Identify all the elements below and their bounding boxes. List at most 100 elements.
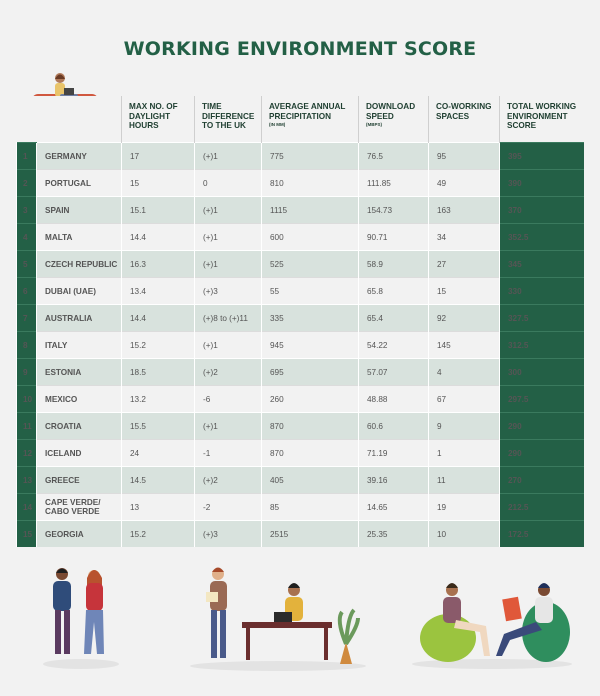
cell-download: 65.8 (358, 277, 429, 305)
cell-country: CROATIA (36, 412, 122, 440)
cell-total: 297.5 (499, 385, 584, 413)
cell-rank: 10 (16, 385, 37, 413)
table-header-row: MAX NO. OF DAYLIGHT HOURS TIME DIFFERENC… (16, 96, 584, 143)
cell-time-diff: (+)1 (194, 196, 262, 224)
cell-coworking: 49 (428, 169, 500, 197)
cell-precip: 260 (261, 385, 359, 413)
cell-time-diff: (+)2 (194, 466, 262, 494)
cell-daylight: 17 (121, 142, 195, 170)
cell-time-diff: (+)3 (194, 277, 262, 305)
cell-time-diff: -2 (194, 493, 262, 521)
cell-rank: 7 (16, 304, 37, 332)
cell-precip: 775 (261, 142, 359, 170)
header-precipitation: AVERAGE ANNUAL PRECIPITATION (IN MM) (261, 96, 359, 143)
cell-total: 270 (499, 466, 584, 494)
cell-coworking: 163 (428, 196, 500, 224)
cell-precip: 85 (261, 493, 359, 521)
cell-download: 154.73 (358, 196, 429, 224)
cell-total: 352.5 (499, 223, 584, 251)
cell-time-diff: (+)2 (194, 358, 262, 386)
cell-download: 25.35 (358, 520, 429, 547)
cell-coworking: 4 (428, 358, 500, 386)
cell-rank: 1 (16, 142, 37, 170)
cell-coworking: 34 (428, 223, 500, 251)
cell-download: 90.71 (358, 223, 429, 251)
cell-country: GEORGIA (36, 520, 122, 547)
cell-rank: 12 (16, 439, 37, 467)
cell-daylight: 13 (121, 493, 195, 521)
cell-daylight: 16.3 (121, 250, 195, 278)
cell-precip: 870 (261, 439, 359, 467)
header-blank (36, 96, 122, 143)
cell-time-diff: -6 (194, 385, 262, 413)
cell-daylight: 14.5 (121, 466, 195, 494)
cell-total: 312.5 (499, 331, 584, 359)
cell-total: 212.5 (499, 493, 584, 521)
table-row: 6 DUBAI (UAE) 13.4 (+)3 55 65.8 15 330 (16, 277, 584, 305)
cell-coworking: 9 (428, 412, 500, 440)
score-table: MAX NO. OF DAYLIGHT HOURS TIME DIFFERENC… (16, 96, 584, 547)
cell-download: 14.65 (358, 493, 429, 521)
cell-total: 330 (499, 277, 584, 305)
table-row: 8 ITALY 15.2 (+)1 945 54.22 145 312.5 (16, 331, 584, 359)
header-download-unit: (MBPS) (366, 122, 382, 127)
cell-time-diff: (+)8 to (+)11 (194, 304, 262, 332)
header-time-difference: TIME DIFFERENCE TO THE UK (194, 96, 262, 143)
cell-rank: 3 (16, 196, 37, 224)
table-row: 12 ICELAND 24 -1 870 71.19 1 290 (16, 439, 584, 467)
header-coworking-label: CO-WORKING SPACES (436, 102, 492, 121)
cell-download: 71.19 (358, 439, 429, 467)
table-row: 14 CAPE VERDE/ CABO VERDE 13 -2 85 14.65 19 212… (16, 493, 584, 521)
cell-precip: 695 (261, 358, 359, 386)
table-row: 15 GEORGIA 15.2 (+)3 2515 25.35 10 172.5 (16, 520, 584, 547)
cell-total: 290 (499, 412, 584, 440)
cell-coworking: 27 (428, 250, 500, 278)
cell-rank: 9 (16, 358, 37, 386)
cell-time-diff: (+)1 (194, 331, 262, 359)
cell-time-diff: (+)1 (194, 412, 262, 440)
cell-coworking: 10 (428, 520, 500, 547)
two-people-chatting-illustration (43, 568, 119, 669)
header-daylight: MAX NO. OF DAYLIGHT HOURS (121, 96, 195, 143)
cell-coworking: 19 (428, 493, 500, 521)
cell-total: 290 (499, 439, 584, 467)
table-row: 10 MEXICO 13.2 -6 260 48.88 67 297.5 (16, 385, 584, 413)
cell-daylight: 15.5 (121, 412, 195, 440)
cell-rank: 6 (16, 277, 37, 305)
cell-time-diff: (+)1 (194, 250, 262, 278)
cell-daylight: 14.4 (121, 304, 195, 332)
beanbag-meeting-illustration (412, 583, 572, 669)
cell-country: ICELAND (36, 439, 122, 467)
cell-precip: 525 (261, 250, 359, 278)
table-row: 4 MALTA 14.4 (+)1 600 90.71 34 352.5 (16, 223, 584, 251)
cell-total: 300 (499, 358, 584, 386)
header-total-score: TOTAL WORKING ENVIRONMENT SCORE (499, 96, 584, 143)
cell-total: 395 (499, 142, 584, 170)
table-row: 13 GREECE 14.5 (+)2 405 39.16 11 270 (16, 466, 584, 494)
table-row: 11 CROATIA 15.5 (+)1 870 60.6 9 290 (16, 412, 584, 440)
page-title: WORKING ENVIRONMENT SCORE (123, 38, 477, 60)
cell-download: 111.85 (358, 169, 429, 197)
cell-rank: 14 (16, 493, 37, 521)
cell-download: 60.6 (358, 412, 429, 440)
header-blank (16, 96, 37, 143)
table-row: 5 CZECH REPUBLIC 16.3 (+)1 525 58.9 27 345 (16, 250, 584, 278)
cell-country: SPAIN (36, 196, 122, 224)
cell-daylight: 14.4 (121, 223, 195, 251)
header-time-difference-label: TIME DIFFERENCE TO THE UK (202, 102, 255, 130)
cell-time-diff: (+)1 (194, 223, 262, 251)
cell-daylight: 15.1 (121, 196, 195, 224)
cell-coworking: 15 (428, 277, 500, 305)
cell-precip: 810 (261, 169, 359, 197)
cell-country: GREECE (36, 466, 122, 494)
cell-download: 76.5 (358, 142, 429, 170)
table-row: 7 AUSTRALIA 14.4 (+)8 to (+)11 335 65.4 92 327.… (16, 304, 584, 332)
cell-precip: 2515 (261, 520, 359, 547)
cell-download: 57.07 (358, 358, 429, 386)
header-download-label: DOWNLOAD SPEED (366, 102, 416, 121)
cell-coworking: 11 (428, 466, 500, 494)
cell-precip: 945 (261, 331, 359, 359)
cell-precip: 55 (261, 277, 359, 305)
cell-daylight: 15.2 (121, 331, 195, 359)
cell-total: 327.5 (499, 304, 584, 332)
